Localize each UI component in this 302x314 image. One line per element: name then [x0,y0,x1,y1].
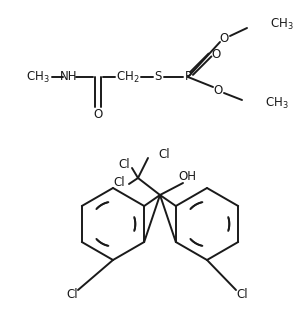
Text: Cl: Cl [113,176,125,188]
Text: CH$_3$: CH$_3$ [270,16,294,31]
Text: Cl: Cl [236,289,248,301]
Text: OH: OH [178,170,196,182]
Text: Cl: Cl [118,158,130,171]
Text: P: P [185,71,191,84]
Text: S: S [154,71,162,84]
Text: Cl: Cl [158,148,170,160]
Text: Cl: Cl [66,289,78,301]
Text: O: O [93,109,103,122]
Text: NH: NH [60,71,78,84]
Text: O: O [219,31,229,45]
Text: CH$_3$: CH$_3$ [265,95,289,111]
Text: CH$_3$: CH$_3$ [26,69,50,84]
Text: O: O [211,47,221,61]
Text: CH$_2$: CH$_2$ [116,69,140,84]
Text: O: O [214,84,223,96]
